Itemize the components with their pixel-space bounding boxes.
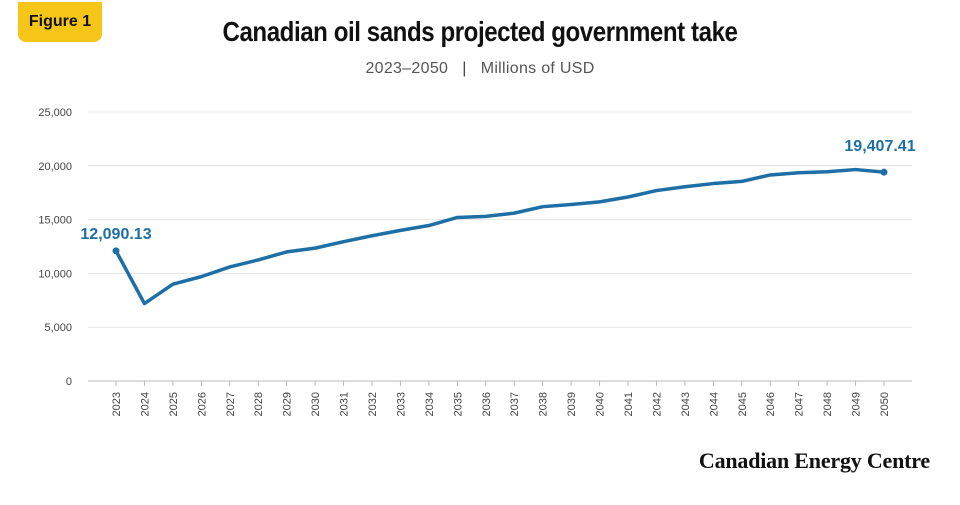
data-label: 19,407.41	[844, 138, 915, 155]
y-tick-label: 0	[66, 376, 72, 388]
x-tick-label: 2042	[651, 392, 663, 416]
x-tick-label: 2048	[822, 392, 834, 416]
chart-title: Canadian oil sands projected government …	[222, 16, 738, 47]
x-tick-label: 2038	[538, 392, 550, 416]
x-tick-label: 2046	[765, 392, 777, 416]
x-tick-label: 2025	[168, 392, 180, 416]
x-tick-label: 2034	[424, 392, 436, 416]
x-tick-label: 2024	[139, 392, 151, 416]
x-tick-label: 2033	[395, 392, 407, 416]
x-tick-label: 2049	[851, 392, 863, 416]
x-tick-label: 2036	[481, 392, 493, 416]
x-tick-label: 2031	[339, 392, 351, 416]
y-tick-label: 25,000	[38, 107, 72, 119]
subtitle-separator: |	[462, 60, 467, 77]
y-tick-label: 5,000	[44, 322, 72, 334]
brand-logo: Canadian Energy Centre	[698, 448, 930, 473]
chart-subtitle: 2023–2050 | Millions of USD	[0, 60, 960, 78]
x-tick-label: 2029	[282, 392, 294, 416]
x-tick-label: 2030	[310, 392, 322, 416]
figure-badge: Figure 1	[18, 2, 102, 42]
series-line	[114, 167, 886, 306]
x-tick-label: 2026	[196, 392, 208, 416]
data-point-marker	[112, 247, 120, 255]
subtitle-years: 2023–2050	[365, 60, 449, 77]
y-tick-label: 20,000	[38, 161, 72, 173]
x-tick-label: 2032	[367, 392, 379, 416]
x-tick-label: 2037	[509, 392, 521, 416]
subtitle-units: Millions of USD	[480, 60, 595, 77]
y-tick-label: 15,000	[38, 215, 72, 227]
x-tick-label: 2039	[566, 392, 578, 416]
x-tick-label: 2050	[879, 392, 891, 416]
x-tick-label: 2044	[708, 392, 720, 416]
x-tick-label: 2027	[225, 392, 237, 416]
x-tick-label: 2023	[111, 392, 123, 416]
x-tick-label: 2035	[452, 392, 464, 416]
data-point-marker	[880, 168, 888, 176]
data-label: 12,090.13	[80, 226, 151, 243]
x-tick-label: 2028	[253, 392, 265, 416]
x-tick-label: 2041	[623, 392, 635, 416]
y-tick-label: 10,000	[38, 268, 72, 280]
x-tick-label: 2047	[794, 392, 806, 416]
x-tick-label: 2043	[680, 392, 692, 416]
x-tick-label: 2040	[595, 392, 607, 416]
x-tick-label: 2045	[737, 392, 749, 416]
